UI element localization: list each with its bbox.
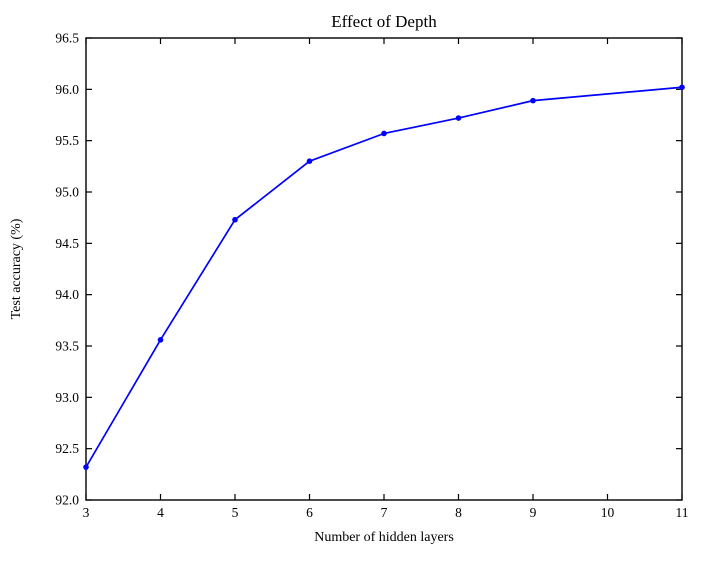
y-axis-label: Test accuracy (%) xyxy=(9,218,24,319)
y-tick-label: 92.5 xyxy=(55,441,79,456)
data-point xyxy=(455,115,462,121)
x-tick-label: 10 xyxy=(601,505,615,520)
data-point xyxy=(306,158,313,164)
y-tick-label: 92.0 xyxy=(55,493,79,508)
data-series xyxy=(83,84,685,470)
data-point xyxy=(381,130,387,137)
x-tick-label: 5 xyxy=(232,505,239,520)
y-tick-label: 96.5 xyxy=(55,31,79,46)
y-tick-label: 95.0 xyxy=(55,185,79,200)
x-tick-label: 8 xyxy=(455,505,462,520)
x-tick-label: 11 xyxy=(676,505,689,520)
y-tick-label: 94.5 xyxy=(55,236,79,251)
axis-ticks xyxy=(85,37,683,501)
data-line xyxy=(85,86,683,468)
x-tick-label: 7 xyxy=(381,505,388,520)
chart-title: Effect of Depth xyxy=(331,12,437,31)
plot-frame xyxy=(85,37,683,501)
y-tick-label: 93.5 xyxy=(55,339,79,354)
y-tick-label: 94.0 xyxy=(55,287,79,302)
data-point xyxy=(83,464,89,470)
y-tick-label: 95.5 xyxy=(55,133,79,148)
data-point xyxy=(232,216,238,223)
axis-tick-labels: 3 4 5 6 7 8 9 10 11 92.0 92.5 93.0 93.5 94.0 94.5 95.0 9… xyxy=(55,31,688,521)
data-point xyxy=(679,84,685,91)
data-point xyxy=(530,97,536,104)
x-tick-label: 9 xyxy=(530,505,537,520)
x-tick-label: 3 xyxy=(83,505,90,520)
x-tick-label: 6 xyxy=(306,505,313,520)
x-tick-label: 4 xyxy=(157,505,164,520)
x-axis-label: Number of hidden layers xyxy=(314,530,454,545)
data-point xyxy=(157,337,164,343)
y-tick-label: 96.0 xyxy=(55,82,79,97)
y-tick-label: 93.0 xyxy=(55,390,79,405)
